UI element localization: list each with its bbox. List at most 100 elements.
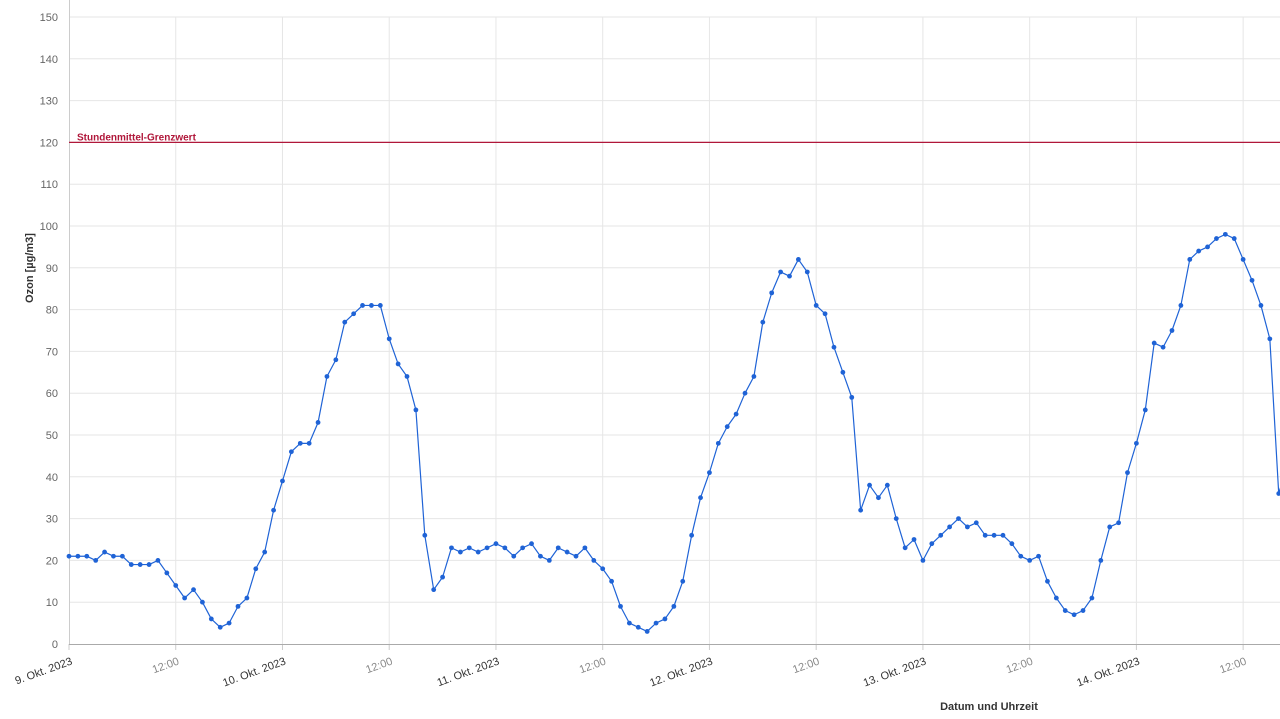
- data-point: [769, 290, 775, 296]
- data-point: [262, 549, 268, 555]
- data-point: [404, 374, 410, 379]
- y-tick-label: 80: [46, 305, 58, 317]
- data-point: [529, 541, 534, 547]
- data-point: [1258, 303, 1264, 308]
- data-point: [1027, 558, 1033, 563]
- data-point: [315, 420, 321, 425]
- data-point: [369, 303, 374, 308]
- data-point: [867, 482, 872, 488]
- y-tick-label: 110: [40, 179, 58, 191]
- y-tick-label: 140: [40, 54, 58, 66]
- y-tick-label: 40: [46, 472, 58, 484]
- data-point: [351, 311, 357, 317]
- data-point: [973, 520, 979, 526]
- data-point: [600, 566, 606, 572]
- data-point: [333, 357, 339, 363]
- data-point: [244, 595, 250, 601]
- data-point: [1107, 524, 1113, 530]
- data-point: [217, 624, 223, 630]
- data-point: [1018, 553, 1024, 559]
- data-point: [938, 532, 944, 538]
- data-point: [306, 440, 312, 446]
- series-layer: [66, 231, 1280, 634]
- data-point: [707, 470, 712, 476]
- data-point: [609, 578, 614, 584]
- data-point: [137, 562, 143, 567]
- data-point: [813, 303, 819, 308]
- x-tick-label: 10. Okt. 2023: [221, 656, 287, 690]
- y-tick-labels: 0 10 20 30 40 50 60 70 80 90 100 110 120 130 140 150: [40, 12, 58, 651]
- data-point: [422, 532, 428, 538]
- data-point: [920, 558, 926, 563]
- data-point: [858, 507, 864, 513]
- data-point: [475, 549, 481, 555]
- data-point: [280, 478, 285, 484]
- data-point: [893, 516, 899, 521]
- data-point: [902, 545, 908, 551]
- data-point: [1009, 541, 1015, 547]
- data-point: [413, 407, 419, 413]
- data-point: [155, 558, 161, 563]
- data-point: [1125, 470, 1130, 476]
- x-tick-label: 9. Okt. 2023: [14, 656, 74, 688]
- data-point: [1142, 407, 1148, 413]
- x-tick-label: 12:00: [1218, 656, 1248, 677]
- data-point: [1187, 257, 1193, 262]
- y-tick-label: 30: [46, 514, 58, 526]
- y-tick-label: 120: [40, 137, 58, 149]
- data-point: [1045, 578, 1050, 584]
- data-point: [342, 319, 348, 325]
- data-point: [991, 532, 997, 538]
- data-point: [520, 545, 526, 551]
- data-point: [111, 553, 116, 559]
- data-point: [102, 549, 107, 555]
- y-tick-label: 60: [46, 388, 58, 400]
- data-point: [66, 553, 72, 559]
- data-point: [1214, 236, 1219, 241]
- y-axis-title: Ozon [µg/m3]: [24, 233, 36, 303]
- data-point: [618, 603, 623, 609]
- x-tick-label: 11. Okt. 2023: [436, 656, 501, 690]
- data-point: [484, 545, 490, 551]
- data-point: [795, 257, 801, 262]
- data-point: [1053, 595, 1059, 601]
- data-point: [840, 369, 846, 375]
- data-point: [884, 482, 890, 488]
- data-point: [395, 361, 401, 367]
- data-point: [271, 507, 276, 513]
- y-tick-label: 70: [46, 346, 58, 358]
- data-point: [119, 553, 125, 559]
- data-point: [440, 574, 445, 580]
- data-point: [742, 390, 748, 396]
- series-line: [69, 233, 1280, 633]
- data-point: [929, 541, 935, 547]
- data-point: [564, 549, 570, 555]
- data-point: [75, 553, 81, 559]
- data-point: [511, 553, 517, 559]
- y-tick-label: 10: [46, 597, 58, 609]
- data-point: [164, 570, 170, 576]
- data-point: [128, 562, 134, 567]
- data-point: [555, 545, 561, 551]
- data-point: [662, 616, 668, 622]
- data-point: [849, 394, 855, 400]
- data-point: [680, 578, 686, 584]
- data-point: [1071, 612, 1077, 618]
- x-tick-label: 12:00: [1005, 656, 1035, 677]
- data-point: [253, 566, 259, 572]
- data-point: [1062, 608, 1068, 613]
- data-point: [324, 374, 330, 379]
- x-tick-label: 12:00: [578, 656, 608, 677]
- x-tick-label: 12:00: [151, 656, 181, 677]
- data-point: [386, 336, 392, 342]
- data-point: [538, 553, 543, 559]
- data-point: [235, 603, 241, 609]
- x-tick-label: 12:00: [791, 656, 821, 677]
- data-point: [1000, 532, 1006, 538]
- data-point: [1267, 336, 1273, 342]
- data-point: [208, 616, 214, 622]
- data-point: [653, 620, 659, 626]
- x-tick-labels: 9. Okt. 2023 12:00 10. Okt. 2023 12:00 11. O…: [14, 656, 1249, 690]
- limit-line-label: Stundenmittel-Grenzwert: [77, 132, 197, 143]
